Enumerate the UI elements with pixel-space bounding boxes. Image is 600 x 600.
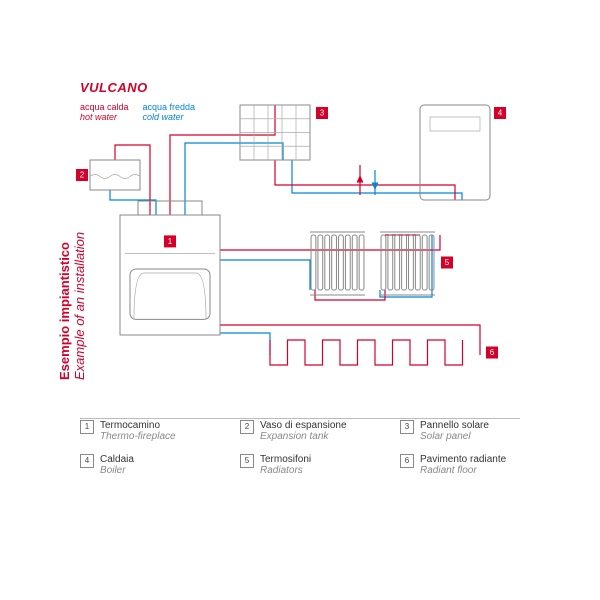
svg-text:4: 4: [498, 109, 503, 118]
installation-diagram: 2 3 4 1 5 6: [60, 85, 520, 415]
legend-item-1: 1TermocaminoThermo-fireplace: [80, 420, 200, 442]
legend-item-3: 3Pannello solareSolar panel: [400, 420, 520, 442]
component-legend: 1TermocaminoThermo-fireplace 2Vaso di esp…: [80, 420, 520, 488]
legend-item-6: 6Pavimento radianteRadiant floor: [400, 454, 520, 476]
legend-item-2: 2Vaso di espansioneExpansion tank: [240, 420, 360, 442]
svg-text:6: 6: [490, 348, 495, 357]
svg-text:1: 1: [168, 237, 173, 246]
legend-separator: [80, 418, 520, 419]
svg-text:5: 5: [445, 258, 450, 267]
legend-item-4: 4CaldaiaBoiler: [80, 454, 200, 476]
legend-item-5: 5TermosifoniRadiators: [240, 454, 360, 476]
svg-text:3: 3: [320, 109, 325, 118]
diagram-stage: { "brand": "VULCANO", "title": { "it": "…: [0, 0, 600, 600]
svg-text:2: 2: [80, 171, 85, 180]
